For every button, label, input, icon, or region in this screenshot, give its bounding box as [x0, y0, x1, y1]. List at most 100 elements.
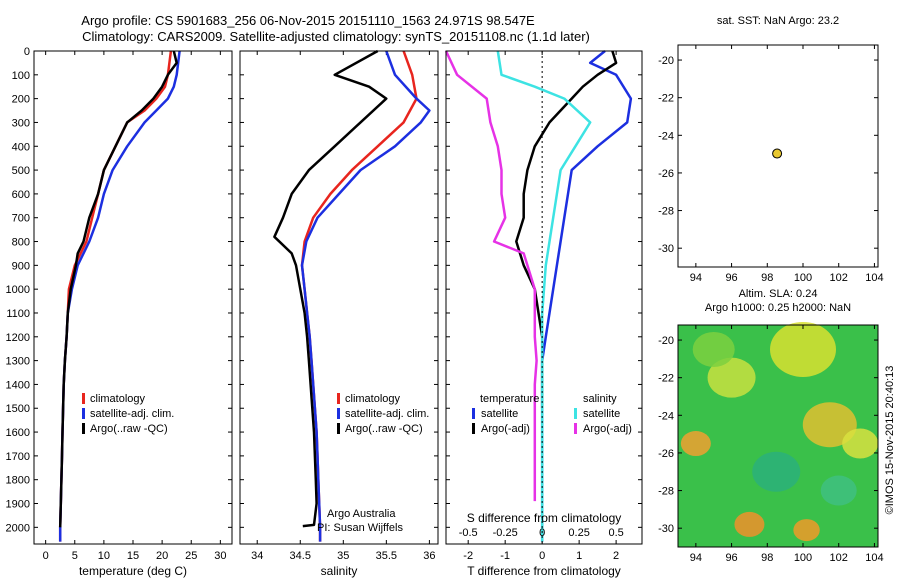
title-line-1: Argo profile: CS 5901683_256 06-Nov-2015… — [81, 13, 535, 28]
depth-tick-label: 2000 — [6, 522, 30, 534]
x-tick2-label: 0.5 — [608, 527, 623, 539]
x-axis-label: temperature (deg C) — [79, 564, 187, 578]
sla-blob — [802, 402, 857, 448]
depth-tick-label: 1500 — [6, 403, 30, 415]
legend-label: Argo(..raw -QC) — [345, 423, 423, 435]
y-tick-label: -30 — [658, 523, 674, 535]
legend-swatch — [472, 423, 475, 434]
legend-label: climatology — [345, 393, 401, 405]
sla-blob — [793, 519, 820, 542]
series-line-satellite-adj-clim- — [300, 50, 431, 542]
depth-tick-label: 1700 — [6, 451, 30, 463]
legend-swatch — [82, 423, 85, 434]
plot-frame — [445, 50, 643, 545]
x-tick-label: 20 — [156, 550, 168, 562]
y-tick-label: -26 — [658, 168, 674, 180]
x-tick-label: 34.5 — [290, 550, 311, 562]
sla-blob — [842, 428, 879, 459]
y-tick-label: -20 — [658, 335, 674, 347]
sla-map-panel: Altim. SLA: 0.24 Argo h1000: 0.25 h2000: … — [658, 288, 884, 564]
x-tick-label: 15 — [127, 550, 139, 562]
x-tick-label: 25 — [185, 550, 197, 562]
plot-frame — [677, 44, 879, 268]
legend-label: satellite-adj. clim. — [90, 408, 174, 420]
legend-title-temperature: temperature — [480, 393, 539, 405]
sla-blob — [707, 357, 756, 398]
annotation-line-1: Argo Australia — [327, 508, 396, 520]
depth-tick-label: 200 — [12, 94, 30, 106]
legend-swatch — [337, 423, 340, 434]
legend-swatch — [82, 408, 85, 419]
sla-blob — [692, 331, 735, 367]
depth-tick-label: 1400 — [6, 379, 30, 391]
depth-tick-label: 0 — [24, 46, 30, 58]
series-line-climatology — [58, 50, 173, 542]
x-tick-label: -1 — [500, 550, 510, 562]
series-line-t-argo-adj- — [515, 50, 618, 409]
annotation-line-2: PI: Susan Wijffels — [317, 522, 403, 534]
x-tick-label: 98 — [761, 552, 773, 564]
series-line-satellite-adj-clim- — [58, 50, 181, 542]
difference-profile-panel: -2 -1 0 1 2 T difference from climatology -0.5… — [444, 50, 643, 578]
x-tick-label: 30 — [214, 550, 226, 562]
x-axis-label: salinity — [321, 564, 358, 578]
y-tick-label: -30 — [658, 243, 674, 255]
depth-tick-label: 1800 — [6, 475, 30, 487]
x-tick-label: 94 — [690, 272, 702, 284]
x-axis-label: T difference from climatology — [467, 564, 621, 578]
legend-swatch — [574, 408, 577, 419]
x-tick-label: 96 — [725, 552, 737, 564]
y-tick-label: -22 — [658, 373, 674, 385]
depth-tick-label: 500 — [12, 165, 30, 177]
legend-swatch — [82, 393, 85, 404]
y-tick-label: -28 — [658, 206, 674, 218]
x-tick-label: 2 — [613, 550, 619, 562]
legend-swatch — [337, 393, 340, 404]
legend-label: satellite — [481, 408, 518, 420]
depth-tick-label: 300 — [12, 117, 30, 129]
series-line-argo-raw-qc- — [58, 50, 178, 528]
legend-swatch — [337, 408, 340, 419]
x-tick-label: 36 — [423, 550, 435, 562]
x-tick-label: 104 — [865, 272, 883, 284]
salinity-profile-panel: 34 34.5 35 35.5 36 salinity climatology satelli… — [239, 49, 439, 578]
x-tick-label: 100 — [794, 552, 812, 564]
sla-blob — [734, 511, 765, 537]
depth-tick-label: 600 — [12, 189, 30, 201]
plot-frame — [33, 50, 233, 545]
legend-label: satellite — [583, 408, 620, 420]
imos-stamp: ©IMOS 15-Nov-2015 20:40:13 — [884, 366, 896, 515]
y-tick-label: -22 — [658, 93, 674, 105]
x-tick-label: 0 — [539, 550, 545, 562]
legend-label: Argo(..raw -QC) — [90, 423, 168, 435]
plot-frame — [677, 324, 879, 548]
sla-blob — [820, 475, 857, 506]
x-tick-label: 98 — [761, 272, 773, 284]
sla-blob — [752, 451, 801, 492]
temperature-profile-panel: 0100200300400500600700800900100011001200… — [6, 46, 233, 578]
series-line-s-satellite — [496, 50, 592, 542]
series-line-s-argo-adj- — [444, 50, 538, 502]
x-tick-label: 94 — [690, 552, 702, 564]
x-tick-label: 96 — [725, 272, 737, 284]
sst-map-panel: sat. SST: NaN Argo: 23.2 94 96 98 100 102 104 -… — [658, 15, 884, 284]
sla-title-1: Altim. SLA: 0.24 — [739, 288, 818, 300]
depth-tick-label: 900 — [12, 260, 30, 272]
y-tick-label: -28 — [658, 486, 674, 498]
x-tick-label: 35.5 — [376, 550, 397, 562]
x-tick2-label: 0 — [539, 527, 545, 539]
depth-tick-label: 800 — [12, 237, 30, 249]
depth-tick-label: 1300 — [6, 356, 30, 368]
y-tick-label: -20 — [658, 55, 674, 67]
legend-label: Argo(-adj) — [481, 423, 530, 435]
depth-tick-label: 700 — [12, 213, 30, 225]
x-tick-label: -2 — [463, 550, 473, 562]
x-tick-label: 5 — [72, 550, 78, 562]
y-tick-label: -26 — [658, 448, 674, 460]
float-position-marker — [772, 148, 783, 159]
legend-label: climatology — [90, 393, 146, 405]
sla-title-2: Argo h1000: 0.25 h2000: NaN — [705, 302, 851, 314]
x-tick-label: 100 — [794, 272, 812, 284]
legend-swatch — [574, 423, 577, 434]
